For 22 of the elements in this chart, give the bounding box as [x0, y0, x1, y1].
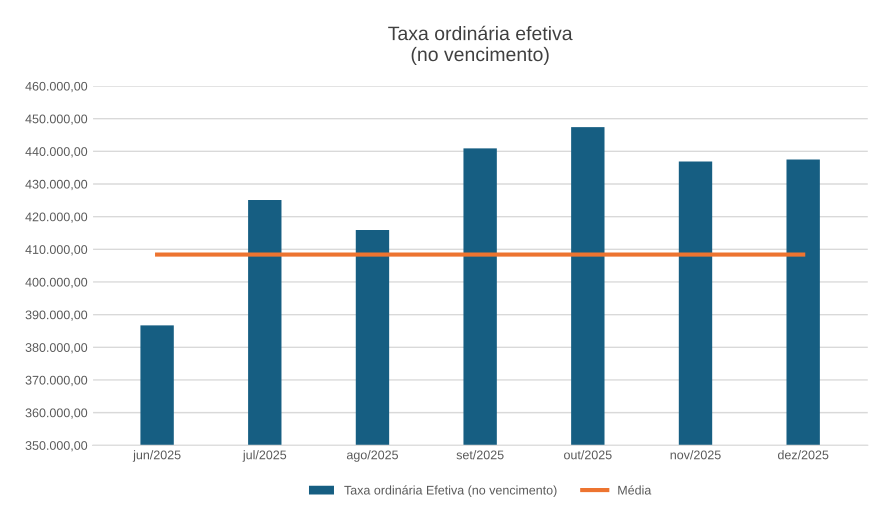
y-tick-label: 460.000,00 [25, 82, 88, 92]
x-tick-label: jul/2025 [242, 450, 286, 462]
legend-label: Taxa ordinária Efetiva (no vencimento) [344, 485, 556, 498]
y-tick-label: 370.000,00 [26, 376, 88, 386]
x-tick-label: ago/2025 [346, 450, 398, 462]
y-tick-label: 410.000,00 [25, 245, 88, 256]
y-tick-label: 400.000,00 [25, 278, 88, 288]
y-tick-label: 440.000,00 [25, 147, 88, 158]
y-tick-label: 360.000,00 [26, 408, 88, 419]
legend-label: Média [618, 485, 652, 495]
x-tick-label: dez/2025 [778, 450, 828, 460]
x-tick-label: set/2025 [456, 450, 504, 460]
x-tick-label: out/2025 [564, 450, 612, 460]
y-tick-label: 390.000,00 [26, 310, 88, 321]
y-tick-label: 380.000,00 [26, 343, 88, 354]
y-tick-label: 430.000,00 [25, 180, 88, 190]
chart-title: Taxa ordinária efetiva (no vencimento) [388, 26, 573, 66]
y-tick-label: 350.000,00 [26, 441, 88, 452]
y-tick-label: 450.000,00 [25, 114, 88, 125]
x-tick-label: nov/2025 [670, 450, 721, 460]
x-tick-label: jun/2025 [132, 450, 181, 462]
y-tick-label: 420.000,00 [25, 212, 88, 223]
